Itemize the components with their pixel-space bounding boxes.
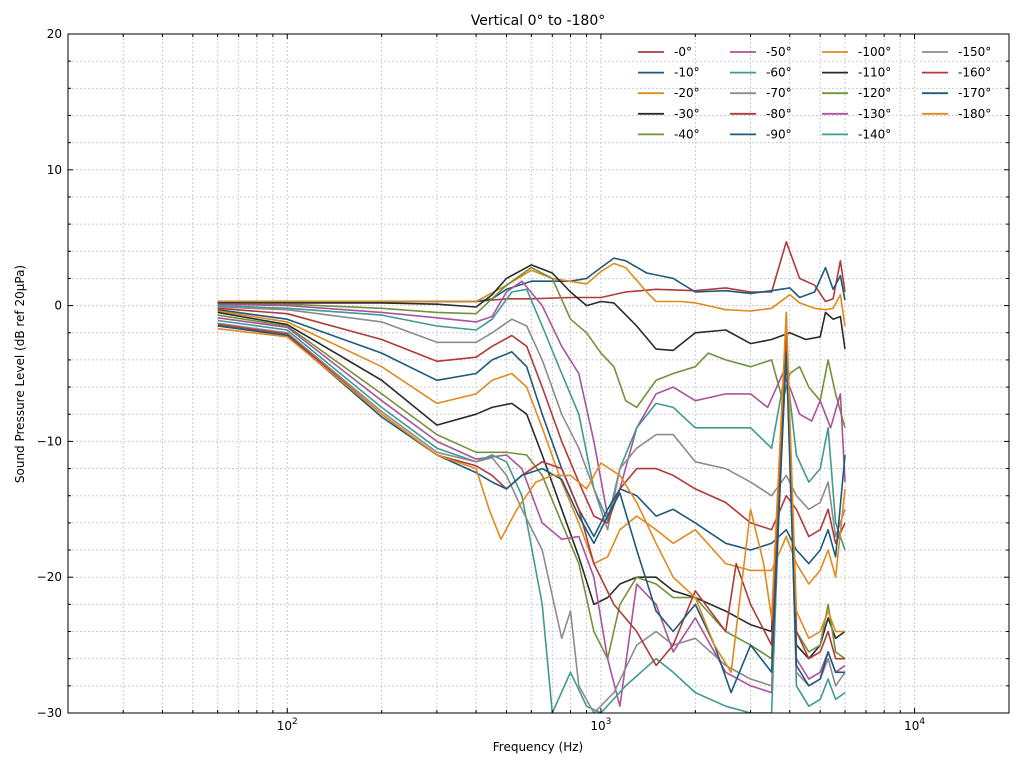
legend-label: -100° xyxy=(858,45,891,59)
series-line xyxy=(217,323,845,667)
y-tick-label: 0 xyxy=(54,299,62,313)
legend-label: -40° xyxy=(674,127,700,141)
series-line xyxy=(217,311,845,674)
series-line xyxy=(217,322,846,713)
legend-label: -80° xyxy=(766,107,792,121)
legend-label: -30° xyxy=(674,107,700,121)
series-line xyxy=(217,307,846,545)
series-line xyxy=(217,288,846,551)
x-axis-label: Frequency (Hz) xyxy=(493,740,584,754)
chart-title: Vertical 0° to -180° xyxy=(471,13,606,29)
series-line xyxy=(217,306,846,538)
legend-label: -20° xyxy=(674,86,700,100)
legend-label: -0° xyxy=(674,45,692,59)
legend: -0° -10° -20° -30° -40° -50° -60° -70° -80° -90° -… xyxy=(638,45,991,141)
legend-label: -130° xyxy=(858,107,891,121)
legend-label: -90° xyxy=(766,127,792,141)
legend-label: -110° xyxy=(858,66,891,80)
series-line xyxy=(217,264,846,352)
legend-label: -180° xyxy=(958,107,991,121)
y-tick-label: −20 xyxy=(37,570,62,584)
legend-label: -60° xyxy=(766,66,792,80)
legend-label: -160° xyxy=(958,66,991,80)
series-line xyxy=(217,325,845,694)
legend-label: -70° xyxy=(766,86,792,100)
legend-label: -140° xyxy=(858,127,891,141)
legend-label: -120° xyxy=(858,86,891,100)
series-line xyxy=(217,308,846,565)
legend-label: -10° xyxy=(674,66,700,80)
legend-label: -150° xyxy=(958,45,991,59)
series-line xyxy=(217,311,846,713)
y-tick-label: 10 xyxy=(47,163,62,177)
y-axis-label: Sound Pressure Level (dB ref 20µPa) xyxy=(13,265,27,483)
series-line xyxy=(217,311,846,660)
series-line xyxy=(217,266,846,429)
y-tick-label: −10 xyxy=(37,434,62,448)
y-tick-label: 20 xyxy=(47,27,62,41)
series-lines xyxy=(217,241,846,713)
series-line xyxy=(217,314,846,660)
legend-label: -170° xyxy=(958,86,991,100)
legend-label: -50° xyxy=(766,45,792,59)
y-tick-label: −30 xyxy=(37,706,62,720)
plot-frame xyxy=(67,33,1010,714)
